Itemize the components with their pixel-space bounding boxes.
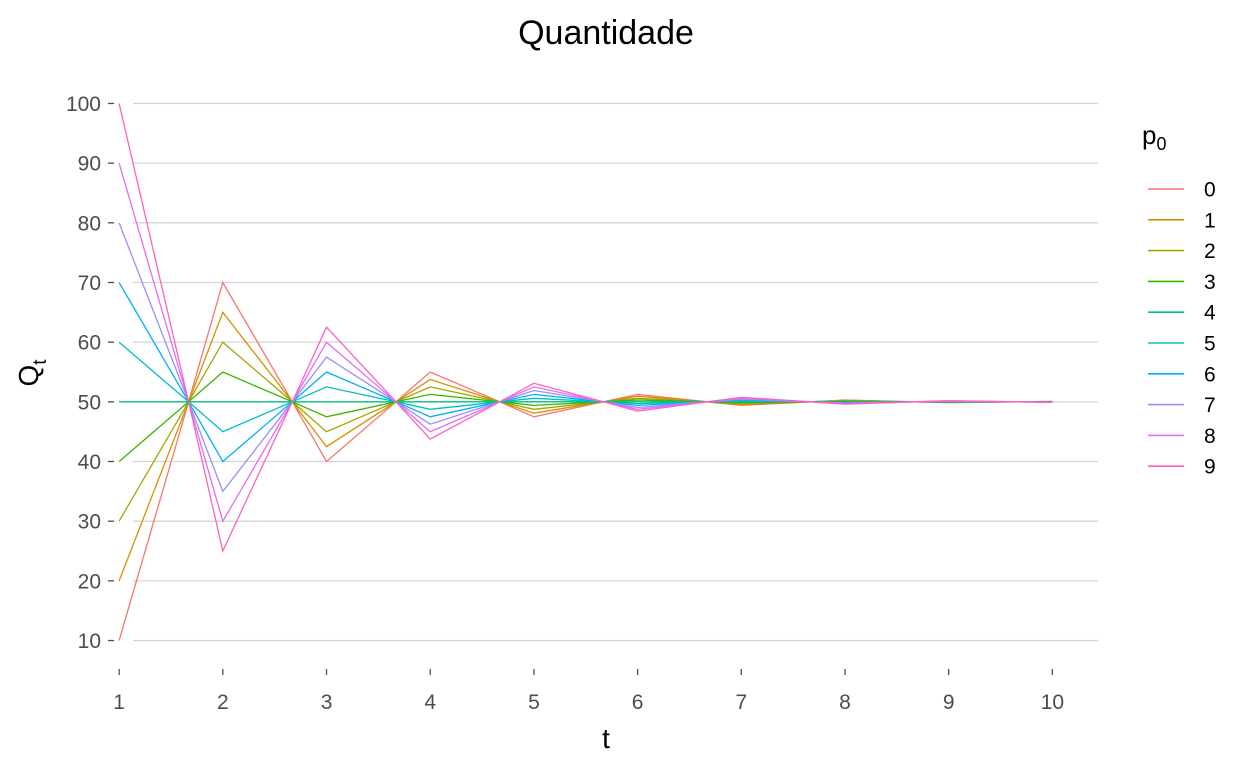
x-tick-label: 10 [1041,691,1064,714]
legend-label-7: 7 [1204,394,1216,417]
y-tick-label: 20 [78,570,101,593]
x-tick-label: 3 [321,691,333,714]
x-tick-label: 4 [424,691,436,714]
series-line-6 [118,282,1053,463]
chart-title: Quantidade [518,14,694,52]
y-tick-label: 60 [78,332,101,355]
y-axis-title-sub: t [30,359,51,365]
legend-label-0: 0 [1204,179,1216,202]
y-tick-label: 90 [78,153,101,176]
legend-label-3: 3 [1204,271,1216,294]
legend-title-main: p [1142,120,1156,150]
x-axis: 1 2 3 4 5 6 7 8 9 10 [113,669,1064,714]
x-tick-label: 2 [217,691,229,714]
legend-label-5: 5 [1204,333,1216,356]
y-tick-label: 30 [78,511,101,534]
legend-title-sub: 0 [1156,134,1166,154]
svg-text:Qt: Qt [13,359,51,387]
x-tick-label: 1 [113,691,125,714]
legend-label-1: 1 [1204,209,1216,232]
x-tick-label: 9 [943,691,955,714]
legend-items: 0 1 2 3 4 5 6 7 8 9 [1148,179,1216,479]
y-tick-label: 100 [66,93,101,116]
y-tick-label: 10 [78,630,101,653]
y-tick-label: 80 [78,212,101,235]
series-line-2 [118,341,1053,522]
legend-label-8: 8 [1204,425,1216,448]
y-tick-label: 50 [78,391,101,414]
legend-label-9: 9 [1204,456,1216,479]
legend-label-6: 6 [1204,363,1216,386]
y-tick-label: 40 [78,451,101,474]
x-axis-title: t [602,723,610,754]
series-line-7 [118,222,1053,493]
x-tick-label: 7 [735,691,747,714]
x-tick-label: 8 [839,691,851,714]
series-line-9 [118,103,1053,553]
y-axis-title: Qt [13,359,51,387]
legend-label-4: 4 [1204,302,1216,325]
series-lines [118,103,1053,641]
x-tick-label: 5 [528,691,540,714]
y-tick-label: 70 [78,272,101,295]
y-axis-title-main: Q [13,365,44,387]
gridlines [133,102,1098,642]
series-line-1 [118,310,1053,582]
legend-label-2: 2 [1204,240,1216,263]
x-tick-label: 6 [632,691,644,714]
legend-title: p0 [1142,120,1166,154]
y-axis: 10 20 30 40 50 60 70 80 90 100 [66,93,114,653]
